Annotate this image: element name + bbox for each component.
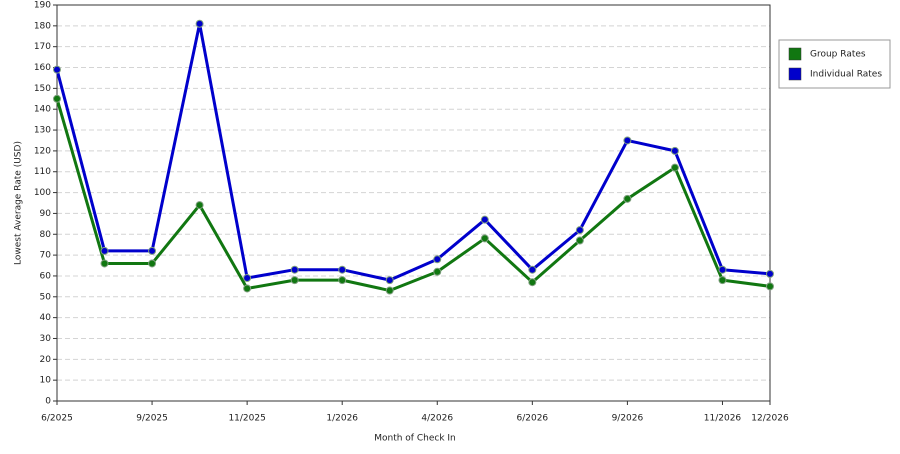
x-tick-label: 11/2025 xyxy=(228,414,265,424)
data-point xyxy=(670,146,679,155)
y-tick-label: 150 xyxy=(34,84,51,94)
x-tick-label: 9/2025 xyxy=(136,414,168,424)
data-point xyxy=(195,19,204,28)
data-point xyxy=(433,255,442,264)
plot-frame xyxy=(56,4,771,402)
data-point xyxy=(528,278,537,287)
x-tick-label: 6/2026 xyxy=(516,414,548,424)
legend-label: Individual Rates xyxy=(810,70,882,80)
data-point xyxy=(385,276,394,285)
y-tick-label: 10 xyxy=(40,376,52,386)
y-tick-label: 20 xyxy=(40,355,52,365)
data-point xyxy=(480,215,489,224)
y-tick-label: 90 xyxy=(40,209,52,219)
y-tick-label: 120 xyxy=(34,146,51,156)
y-tick-label: 100 xyxy=(34,188,51,198)
y-tick-label: 40 xyxy=(40,313,52,323)
legend-swatch xyxy=(788,67,802,81)
y-tick-label: 160 xyxy=(34,63,51,73)
data-point xyxy=(766,282,774,291)
data-point xyxy=(338,265,347,274)
data-point xyxy=(718,265,727,274)
data-point xyxy=(575,236,584,245)
data-point xyxy=(148,259,157,268)
data-point xyxy=(433,267,442,276)
data-point xyxy=(338,276,347,285)
legend-box xyxy=(778,39,891,89)
data-point xyxy=(575,226,584,235)
y-tick-label: 70 xyxy=(40,251,52,261)
y-tick-label: 60 xyxy=(40,271,52,281)
x-axis-title: Month of Check In xyxy=(374,434,456,444)
y-tick-label: 190 xyxy=(34,1,51,11)
data-point xyxy=(718,276,727,285)
x-tick-label: 4/2026 xyxy=(421,414,453,424)
data-point xyxy=(243,284,252,293)
data-point xyxy=(480,234,489,243)
y-tick-label: 170 xyxy=(34,42,51,52)
series-line xyxy=(55,22,771,282)
legend-swatch xyxy=(788,47,802,61)
data-point xyxy=(53,94,61,103)
y-tick-label: 130 xyxy=(34,126,51,136)
data-point xyxy=(290,265,299,274)
legend-label: Group Rates xyxy=(810,50,866,60)
data-point xyxy=(623,194,632,203)
y-tick-label: 30 xyxy=(40,334,52,344)
data-point xyxy=(290,276,299,285)
x-tick-label: 12/2026 xyxy=(751,414,789,424)
data-point xyxy=(53,65,61,74)
data-point xyxy=(148,246,157,255)
data-point xyxy=(766,269,774,278)
data-point xyxy=(528,265,537,274)
x-tick-label: 1/2026 xyxy=(326,414,358,424)
x-tick-label: 6/2025 xyxy=(41,414,73,424)
data-point xyxy=(385,286,394,295)
series-line xyxy=(55,98,771,293)
data-point xyxy=(100,259,109,268)
y-tick-label: 80 xyxy=(40,230,52,240)
x-tick-label: 11/2026 xyxy=(704,414,742,424)
y-tick-label: 110 xyxy=(34,167,51,177)
data-point xyxy=(670,163,679,172)
y-axis-title: Lowest Average Rate (USD) xyxy=(14,141,24,265)
y-tick-label: 140 xyxy=(34,105,51,115)
data-point xyxy=(195,201,204,210)
data-point xyxy=(623,136,632,145)
data-point xyxy=(100,246,109,255)
data-point xyxy=(243,274,252,283)
x-tick-label: 9/2026 xyxy=(612,414,644,424)
y-tick-label: 0 xyxy=(45,397,51,407)
y-tick-label: 180 xyxy=(34,21,51,31)
y-tick-label: 50 xyxy=(40,292,52,302)
